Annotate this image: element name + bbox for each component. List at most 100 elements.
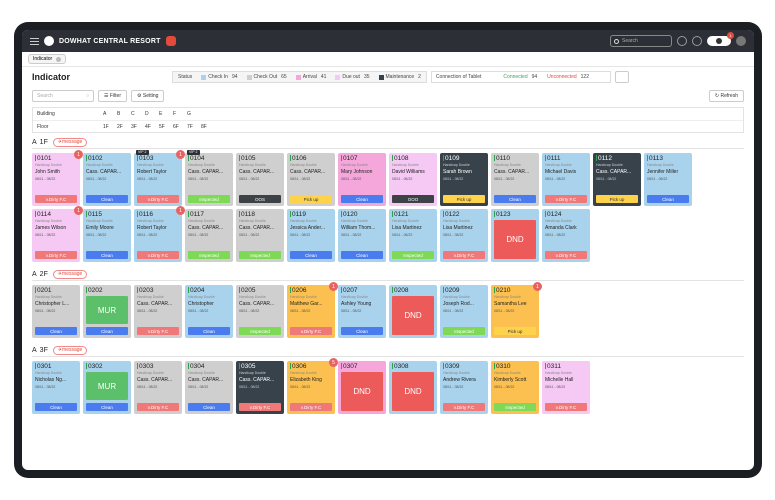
floor-option[interactable]: 1F	[103, 123, 109, 130]
room-card[interactable]: 0208 DND	[389, 285, 437, 338]
filter-button[interactable]: ☰ Filter	[98, 90, 127, 102]
room-card[interactable]: 0310 Handicap Double Kimberly Scott 08/11 -…	[491, 361, 539, 414]
housekeeping-status-button[interactable]: Clean	[86, 327, 128, 335]
setting-button[interactable]: ⚙ Setting	[131, 90, 165, 102]
room-card[interactable]: 1 0114 Handicap Double James Wilson 08/11 - …	[32, 206, 83, 262]
room-card[interactable]: 0107 Handicap Double Mary Johnson 08/11 - 0…	[338, 153, 386, 206]
room-card[interactable]: 0105 Handicap Double Cass. CAPAR... 08/11 -…	[236, 153, 284, 206]
housekeeping-status-button[interactable]: OOO	[392, 195, 434, 203]
housekeeping-status-button[interactable]: v.Dirty F.C	[545, 251, 587, 259]
room-card[interactable]: 0120 Handicap Double William Thom... 08/11 …	[338, 209, 386, 262]
close-icon[interactable]	[56, 56, 62, 62]
housekeeping-status-button[interactable]: v.Dirty F.C	[137, 251, 179, 259]
message-button[interactable]: ✈ message	[52, 269, 88, 279]
room-card[interactable]: 0305 Handicap Double Cass. CAPAR... 08/11 -…	[236, 361, 284, 414]
floor-option[interactable]: 8F	[201, 123, 207, 130]
print-icon[interactable]	[677, 36, 687, 46]
housekeeping-status-button[interactable]: Clean	[35, 403, 77, 411]
building-option[interactable]: C	[131, 111, 135, 117]
building-option[interactable]: E	[159, 111, 163, 117]
room-card[interactable]: 0106 Handicap Double Cass. CAPAR... 08/11 -…	[287, 153, 335, 206]
room-card[interactable]: 0202 MUR Clean	[83, 285, 131, 338]
housekeeping-status-button[interactable]: Clean	[86, 251, 128, 259]
housekeeping-status-button[interactable]: Clean	[647, 195, 689, 203]
room-card[interactable]: 0201 Handicap Double Christopher L... 08/11…	[32, 285, 80, 338]
housekeeping-status-button[interactable]: v.Dirty F.C	[290, 403, 332, 411]
housekeeping-status-button[interactable]: v.Dirty F.C	[35, 251, 77, 259]
housekeeping-status-button[interactable]: Pick up	[443, 195, 485, 203]
room-card[interactable]: 1 0101 Handicap Double John Smith 08/11 - 08…	[32, 150, 83, 206]
message-button[interactable]: ✈ message	[52, 345, 88, 355]
building-option[interactable]: F	[173, 111, 177, 117]
room-card[interactable]: 0122 Handicap Double Lisa Martinez 08/11 - …	[440, 209, 488, 262]
gear-icon[interactable]	[614, 71, 629, 83]
housekeeping-status-button[interactable]: Pick up	[494, 327, 536, 335]
housekeeping-status-button[interactable]: OOS	[239, 195, 281, 203]
housekeeping-status-button[interactable]: v.Dirty F.C	[443, 251, 485, 259]
room-card[interactable]: VIP 2 0104 Handicap Double Cass. CAPAR... 08…	[185, 150, 233, 206]
room-card[interactable]: 0123 DND	[491, 209, 539, 262]
housekeeping-status-button[interactable]: v.Dirty F.C	[137, 327, 179, 335]
housekeeping-status-button[interactable]: Inspected	[392, 251, 434, 259]
housekeeping-status-button[interactable]: Clean	[188, 403, 230, 411]
floor-option[interactable]: 2F	[117, 123, 123, 130]
building-option[interactable]: G	[187, 111, 191, 117]
room-card[interactable]: 0118 Handicap Double Cass. CAPAR... 08/11 -…	[236, 209, 284, 262]
room-card[interactable]: 5 0306 Handicap Double Elizabeth King 08/11 …	[287, 358, 338, 414]
housekeeping-status-button[interactable]: Pick up	[596, 195, 638, 203]
room-card[interactable]: 1 0206 Handicap Double Matthew Gar... 08/11 …	[287, 282, 338, 338]
avatar[interactable]	[736, 36, 746, 46]
room-card[interactable]: 0109 Handicap Double Sarah Brown 08/11 - 08…	[440, 153, 488, 206]
housekeeping-status-button[interactable]: Clean	[341, 195, 383, 203]
room-card[interactable]: 0302 MUR Clean	[83, 361, 131, 414]
room-card[interactable]: 1 0116 Handicap Double Robert Taylor 08/11 -…	[134, 206, 185, 262]
room-card[interactable]: 0203 Handicap Double Cass. CAPAR... 08/11 -…	[134, 285, 182, 338]
room-card[interactable]: 0309 Handicap Double Andrew Rivera 08/11 - …	[440, 361, 488, 414]
housekeeping-status-button[interactable]: v.Dirty F.C	[290, 327, 332, 335]
housekeeping-status-button[interactable]: Clean	[494, 195, 536, 203]
bell-icon[interactable]	[692, 36, 702, 46]
floor-option[interactable]: 5F	[159, 123, 165, 130]
room-card[interactable]: 0209 Handicap Double Joseph Rod... 08/11 - …	[440, 285, 488, 338]
room-card[interactable]: 0303 Handicap Double Cass. CAPAR... 08/11 -…	[134, 361, 182, 414]
room-card[interactable]: 0112 Handicap Double Cass. CAPAR... 08/11 -…	[593, 153, 641, 206]
floor-option[interactable]: 3F	[131, 123, 137, 130]
room-card[interactable]: 1 0210 Handicap Double Samantha Lee 08/11 - …	[491, 282, 542, 338]
room-card[interactable]: VIP 2 1 0103 Handicap Double Robert Taylor 08…	[134, 150, 185, 206]
room-search-input[interactable]: Search ○	[32, 90, 94, 102]
room-card[interactable]: 0110 Handicap Double Cass. CAPAR... 08/11 -…	[491, 153, 539, 206]
room-card[interactable]: 0207 Handicap Double Ashley Young 08/11 - 0…	[338, 285, 386, 338]
room-card[interactable]: 0108 Handicap Double David Williams 08/11 -…	[389, 153, 437, 206]
room-card[interactable]: 0311 Handicap Double Michelle Hall 08/11 - …	[542, 361, 590, 414]
tab-indicator[interactable]: Indicator	[28, 54, 67, 64]
floor-option[interactable]: 7F	[187, 123, 193, 130]
building-option[interactable]: B	[117, 111, 121, 117]
message-button[interactable]: ✈ message	[52, 137, 88, 147]
housekeeping-status-button[interactable]: Clean	[188, 327, 230, 335]
housekeeping-status-button[interactable]: Inspected	[239, 327, 281, 335]
housekeeping-status-button[interactable]: Clean	[341, 251, 383, 259]
housekeeping-status-button[interactable]: Clean	[86, 195, 128, 203]
housekeeping-status-button[interactable]: v.Dirty F.C	[137, 403, 179, 411]
room-card[interactable]: 0304 Handicap Double Cass. CAPAR... 08/11 -…	[185, 361, 233, 414]
mode-toggle[interactable]: 1	[707, 32, 734, 46]
housekeeping-status-button[interactable]: Clean	[35, 327, 77, 335]
housekeeping-status-button[interactable]: Clean	[290, 251, 332, 259]
housekeeping-status-button[interactable]: v.Dirty F.C	[545, 195, 587, 203]
floor-option[interactable]: 4F	[145, 123, 151, 130]
housekeeping-status-button[interactable]: Inspected	[443, 327, 485, 335]
housekeeping-status-button[interactable]: Inspected	[188, 195, 230, 203]
housekeeping-status-button[interactable]: v.Dirty F.C	[545, 403, 587, 411]
room-card[interactable]: 0111 Handicap Double Michael Davis 08/11 - …	[542, 153, 590, 206]
room-card[interactable]: 0124 Handicap Double Amanda Clark 08/11 - 0…	[542, 209, 590, 262]
room-card[interactable]: 0117 Handicap Double Cass. CAPAR... 08/11 -…	[185, 209, 233, 262]
housekeeping-status-button[interactable]: Pick up	[290, 195, 332, 203]
floor-option[interactable]: 6F	[173, 123, 179, 130]
building-option[interactable]: D	[145, 111, 149, 117]
housekeeping-status-button[interactable]: v.Dirty F.C	[443, 403, 485, 411]
room-card[interactable]: 0102 Handicap Double Cass. CAPAR... 08/11 -…	[83, 153, 131, 206]
room-card[interactable]: 0301 Handicap Double Nicholas Ng... 08/11 -…	[32, 361, 80, 414]
calendar-icon[interactable]	[165, 36, 176, 46]
housekeeping-status-button[interactable]: Clean	[86, 403, 128, 411]
housekeeping-status-button[interactable]: v.Dirty F.C	[239, 403, 281, 411]
